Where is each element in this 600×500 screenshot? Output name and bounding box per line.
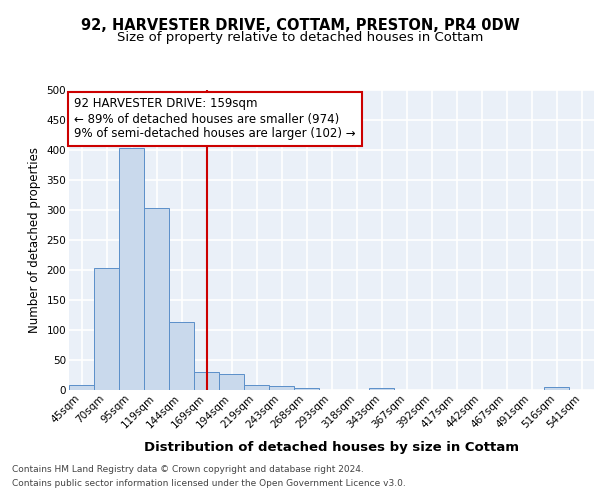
Bar	[94, 268, 119, 390]
Bar	[219, 374, 244, 390]
Bar	[119, 148, 144, 390]
Bar	[244, 385, 269, 390]
Bar	[294, 388, 319, 390]
Y-axis label: Number of detached properties: Number of detached properties	[28, 147, 41, 333]
Text: 92 HARVESTER DRIVE: 159sqm
← 89% of detached houses are smaller (974)
9% of semi: 92 HARVESTER DRIVE: 159sqm ← 89% of deta…	[74, 98, 356, 140]
X-axis label: Distribution of detached houses by size in Cottam: Distribution of detached houses by size …	[144, 440, 519, 454]
Bar	[169, 322, 194, 390]
Bar	[69, 384, 94, 390]
Bar	[369, 388, 394, 390]
Text: 92, HARVESTER DRIVE, COTTAM, PRESTON, PR4 0DW: 92, HARVESTER DRIVE, COTTAM, PRESTON, PR…	[80, 18, 520, 32]
Text: Contains HM Land Registry data © Crown copyright and database right 2024.: Contains HM Land Registry data © Crown c…	[12, 466, 364, 474]
Bar	[194, 372, 219, 390]
Text: Size of property relative to detached houses in Cottam: Size of property relative to detached ho…	[117, 31, 483, 44]
Text: Contains public sector information licensed under the Open Government Licence v3: Contains public sector information licen…	[12, 479, 406, 488]
Bar	[544, 387, 569, 390]
Bar	[269, 386, 294, 390]
Bar	[144, 208, 169, 390]
